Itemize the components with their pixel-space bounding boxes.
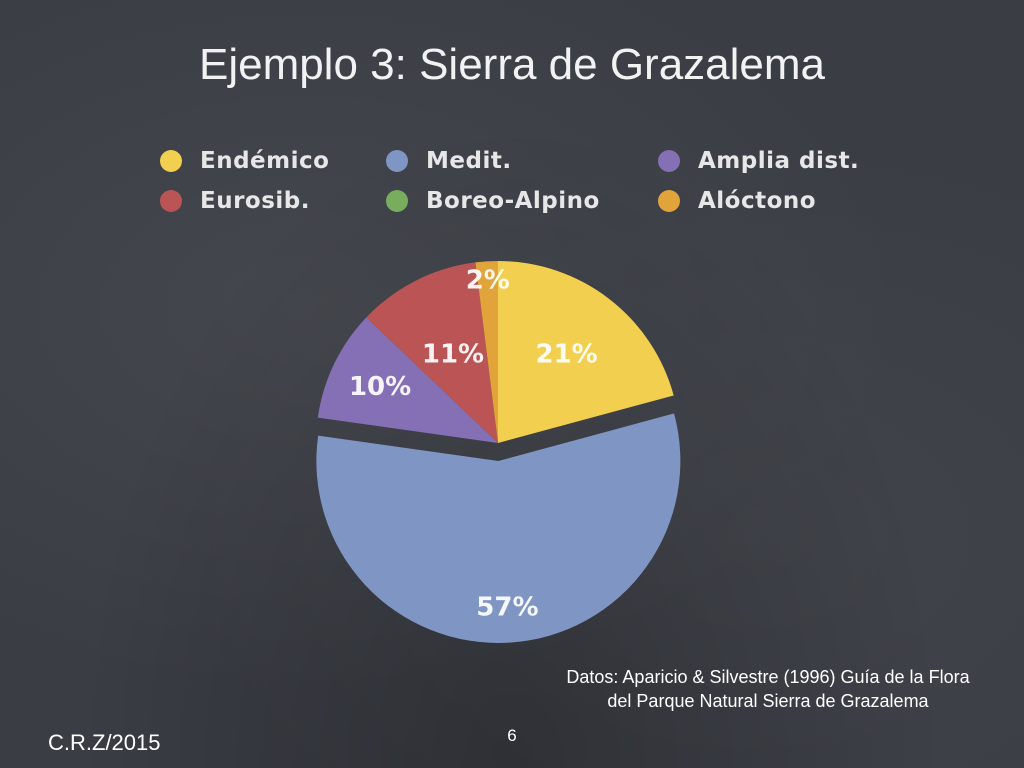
slice-label-endemico: 21% (535, 339, 597, 369)
pie-slice-eurosib (366, 262, 498, 443)
legend-swatch-amplia-dist (658, 150, 680, 172)
slide-title: Ejemplo 3: Sierra de Grazalema (198, 40, 826, 89)
slice-label-aloctono: 2% (466, 266, 510, 296)
legend-label-medit: Medit. (426, 148, 512, 174)
legend-swatch-aloctono (658, 190, 680, 212)
legend-label-aloctono: Alóctono (698, 188, 817, 214)
legend-swatch-endemico (160, 150, 182, 172)
legend-swatch-eurosib (160, 190, 182, 212)
slice-label-eurosib: 11% (422, 340, 484, 370)
legend-label-boreo-alpino: Boreo-Alpino (426, 188, 600, 214)
author-credit: C.R.Z/2015 (48, 730, 161, 755)
slice-label-medit: 57% (476, 592, 538, 622)
data-source-line-1: Datos: Aparicio & Silvestre (1996) Guía … (566, 667, 970, 687)
legend-item-medit: Medit. (386, 144, 512, 178)
pie-slice-aloctono (475, 261, 498, 443)
slice-label-amplia-dist: 10% (349, 372, 411, 402)
legend-item-boreo-alpino: Boreo-Alpino (386, 184, 600, 218)
legend-swatch-medit (386, 150, 408, 172)
legend-item-eurosib: Eurosib. (160, 184, 310, 218)
data-source-note: Datos: Aparicio & Silvestre (1996) Guía … (528, 665, 1008, 713)
legend-label-endemico: Endémico (200, 148, 330, 174)
data-source-line-2: del Parque Natural Sierra de Grazalema (607, 691, 929, 711)
legend-item-aloctono: Alóctono (658, 184, 816, 218)
legend-item-amplia-dist: Amplia dist. (658, 144, 859, 178)
page-number: 6 (507, 726, 517, 745)
legend-item-endemico: Endémico (160, 144, 329, 178)
pie-slice-amplia-dist (317, 317, 498, 443)
pie-slice-medit (316, 413, 681, 643)
pie-slice-endemico (498, 261, 674, 443)
legend-swatch-boreo-alpino (386, 190, 408, 212)
legend-label-amplia-dist: Amplia dist. (698, 148, 860, 174)
legend-label-eurosib: Eurosib. (200, 188, 311, 214)
